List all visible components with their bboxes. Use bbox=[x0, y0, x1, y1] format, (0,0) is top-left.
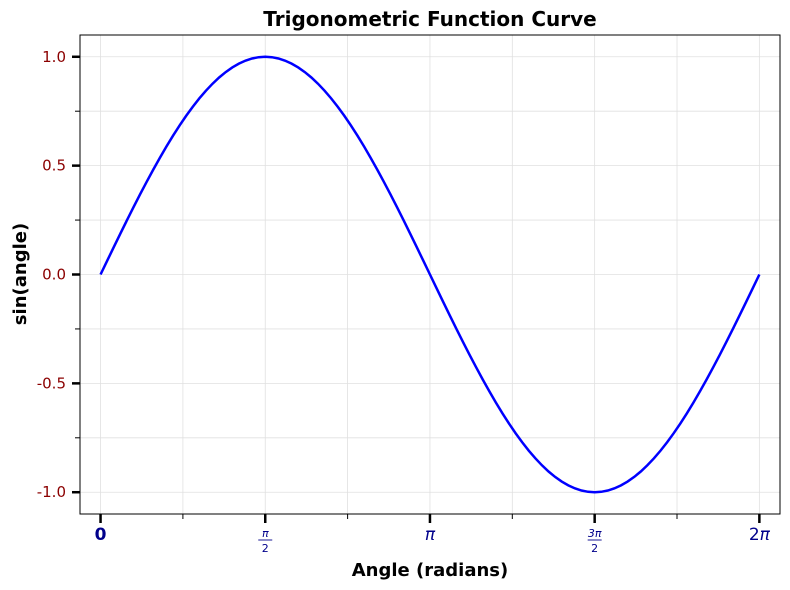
x-tick-label: 3π2 bbox=[587, 527, 602, 555]
y-tick-label: 0.5 bbox=[42, 157, 66, 175]
grid-lines bbox=[80, 35, 780, 514]
y-tick-label: 0.0 bbox=[42, 266, 66, 284]
x-tick-denominator: 2 bbox=[262, 542, 269, 555]
x-tick-label: π bbox=[425, 525, 436, 545]
x-axis-label: Angle (radians) bbox=[352, 560, 508, 581]
chart-title: Trigonometric Function Curve bbox=[263, 7, 596, 31]
y-tick-label: 1.0 bbox=[42, 48, 66, 66]
y-tick-label: -1.0 bbox=[37, 483, 66, 501]
x-tick-denominator: 2 bbox=[591, 542, 598, 555]
x-tick-label: π2 bbox=[258, 527, 273, 555]
x-tick-label: 0 bbox=[95, 525, 107, 545]
x-tick-numerator: 3π bbox=[588, 527, 602, 540]
x-tick-label: 2π bbox=[749, 525, 771, 545]
y-tick-label: -0.5 bbox=[37, 374, 66, 392]
sine-curve-line bbox=[99, 55, 761, 494]
y-axis-label: sin(angle) bbox=[10, 223, 31, 325]
x-tick-numerator: π bbox=[262, 527, 269, 540]
